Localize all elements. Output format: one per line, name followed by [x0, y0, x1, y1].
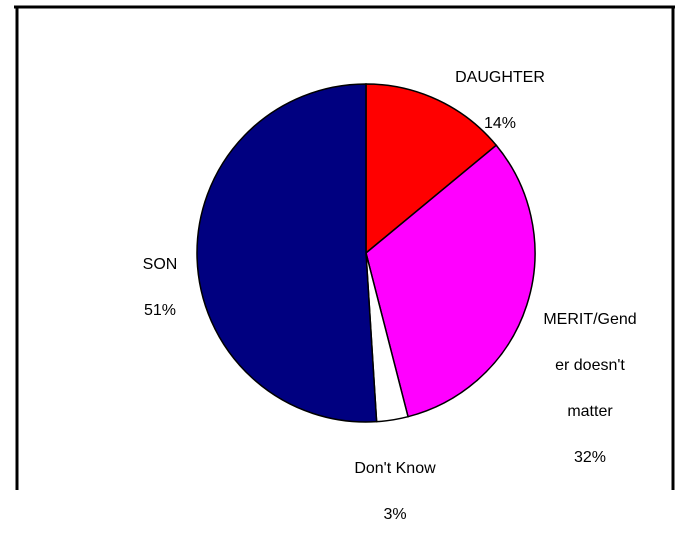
daughter-slice-label: DAUGHTER 14% — [425, 43, 575, 158]
dont-know-slice-label: Don't Know 3% — [325, 434, 465, 549]
merit-percent: 32% — [573, 449, 607, 466]
merit-slice-label: MERIT/Gend er doesn't matter 32% — [520, 285, 660, 492]
daughter-label-text: DAUGHTER — [455, 69, 545, 86]
merit-label-line-1: MERIT/Gend — [543, 311, 637, 328]
chart-area: DAUGHTER 14% MERIT/Gend er doesn't matte… — [14, 5, 675, 523]
son-label-text: SON — [142, 256, 178, 273]
pie-slices — [196, 83, 536, 423]
son-slice — [196, 83, 378, 423]
daughter-percent: 14% — [483, 115, 517, 132]
dont-know-label-text: Don't Know — [354, 460, 436, 477]
daughter-slice — [365, 83, 498, 255]
dont-know-percent: 3% — [383, 506, 407, 523]
merit-label-line-3: matter — [567, 403, 613, 420]
son-percent: 51% — [143, 302, 177, 319]
pie-chart — [14, 5, 675, 490]
son-slice-label: SON 51% — [120, 230, 200, 345]
merit-label-line-2: er doesn't — [555, 357, 625, 374]
merit-slice — [365, 144, 536, 418]
